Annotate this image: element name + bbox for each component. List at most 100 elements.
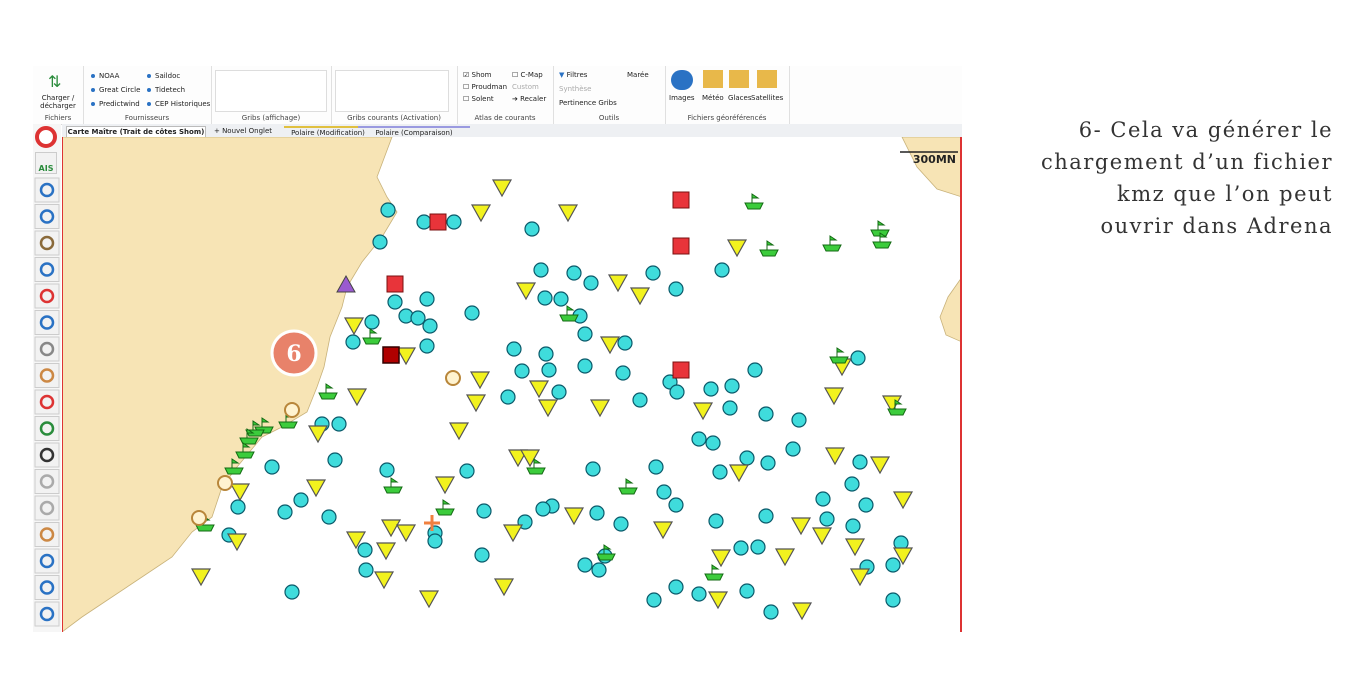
group-label: Atlas de courants (474, 114, 536, 122)
weather-station (465, 394, 487, 413)
ais-buoy (791, 412, 807, 428)
tool-button[interactable] (34, 230, 60, 256)
ais-buoy (763, 604, 779, 620)
tool-button[interactable] (34, 204, 60, 229)
weather-station (343, 317, 365, 336)
ais-buoy (750, 539, 766, 555)
ais-buoy (380, 202, 396, 218)
button[interactable]: Tidetech (147, 86, 185, 94)
ais-buoy (845, 518, 861, 534)
tab[interactable]: Carte Maître (Trait de côtes Shom) (66, 126, 206, 138)
vessel (362, 328, 382, 345)
group-label: Outils (598, 114, 620, 122)
button[interactable]: Glaces (728, 94, 752, 102)
ais-buoy (583, 275, 599, 291)
group-label: Fichiers (44, 114, 72, 122)
weather-station (791, 602, 813, 621)
checkbox[interactable]: ☐ Proudman (463, 83, 508, 91)
ais-buoy (648, 459, 664, 475)
tool-frame (34, 416, 60, 441)
weather-station (599, 336, 621, 355)
ais-buoy (852, 454, 868, 470)
weather-station (418, 590, 440, 609)
tool-frame (34, 469, 60, 494)
tool-icon (39, 474, 55, 489)
list-box (215, 70, 327, 112)
button[interactable]: Great Circle (91, 86, 140, 94)
weather-station (345, 531, 367, 550)
button[interactable]: ➔ Recaler (512, 95, 547, 103)
dropdown[interactable]: Custom (512, 83, 539, 91)
ais-buoy (714, 262, 730, 278)
tool-button[interactable] (34, 469, 60, 494)
button[interactable]: Predictwind (91, 100, 140, 108)
ais-buoy (537, 290, 553, 306)
tool-button[interactable] (34, 495, 60, 521)
tool-icon (39, 447, 55, 463)
tool-icon (39, 262, 55, 277)
ais-buoy (538, 346, 554, 362)
button[interactable]: Météo (702, 94, 724, 102)
button[interactable]: Pertinence Gribs (559, 99, 617, 107)
tool-button[interactable] (34, 389, 60, 415)
tool-button[interactable] (34, 442, 60, 468)
tool-icon (39, 288, 55, 304)
special-marker (336, 274, 356, 293)
button[interactable]: NOAA (91, 72, 119, 80)
weather-station (190, 568, 212, 587)
tab[interactable]: Polaire (Comparaison) (358, 126, 470, 139)
alert-marker (386, 275, 404, 293)
tool-frame (34, 389, 60, 415)
tool-frame (34, 442, 60, 468)
tool-frame (34, 522, 60, 547)
button[interactable]: Images (669, 94, 695, 102)
icon (671, 70, 693, 90)
checkbox[interactable]: ☐ C-Map (512, 71, 543, 79)
button[interactable]: Marée (627, 71, 649, 79)
tool-button[interactable] (34, 363, 60, 388)
tool-icon (39, 527, 55, 542)
tool-button[interactable] (34, 548, 60, 574)
weather-station (226, 533, 248, 552)
label: Recaler (520, 95, 547, 103)
caption-line: chargement d’un fichier (1041, 150, 1333, 174)
vessel (618, 478, 638, 495)
label: Proudman (471, 83, 508, 91)
tool-button[interactable] (34, 310, 60, 335)
tool-button[interactable] (34, 336, 60, 362)
tool-button[interactable] (34, 416, 60, 441)
tool-button[interactable] (34, 601, 60, 627)
caption-line: kmz que l’on peut (1116, 182, 1333, 206)
tool-button[interactable] (34, 283, 60, 309)
tab[interactable]: + Nouvel Onglet (213, 127, 273, 135)
tool-button[interactable] (34, 177, 60, 203)
ais-buoy (464, 305, 480, 321)
ais-buoy (712, 464, 728, 480)
vessel (596, 544, 616, 561)
weather-station (726, 239, 748, 258)
checkbox[interactable]: ☑ Shom (463, 71, 492, 79)
vessel (829, 347, 849, 364)
tool-button[interactable] (34, 522, 60, 547)
tool-button[interactable] (34, 575, 60, 600)
ais-buoy (577, 326, 593, 342)
button[interactable]: Charger / décharger (40, 94, 76, 110)
dropdown[interactable]: Synthèse (559, 85, 592, 93)
alert-marker (672, 191, 690, 209)
vessel (318, 383, 338, 400)
tool-button[interactable] (35, 126, 57, 148)
ribbon-group: ⇅ Charger / décharger Fichiers (33, 66, 84, 124)
button[interactable]: ▼ Filtres (559, 71, 588, 79)
tool-frame (34, 310, 60, 335)
ais-buoy (760, 455, 776, 471)
weather-station (373, 571, 395, 590)
ais-buoy (646, 592, 662, 608)
checkbox[interactable]: ☐ Solent (463, 95, 494, 103)
tool-button[interactable] (34, 257, 60, 282)
tab[interactable]: Polaire (Modification) (284, 126, 372, 139)
button[interactable]: Saildoc (147, 72, 180, 80)
tool-button[interactable]: AIS (35, 152, 57, 174)
button[interactable]: CEP Historiques (147, 100, 210, 108)
button[interactable]: Satellites (751, 94, 784, 102)
